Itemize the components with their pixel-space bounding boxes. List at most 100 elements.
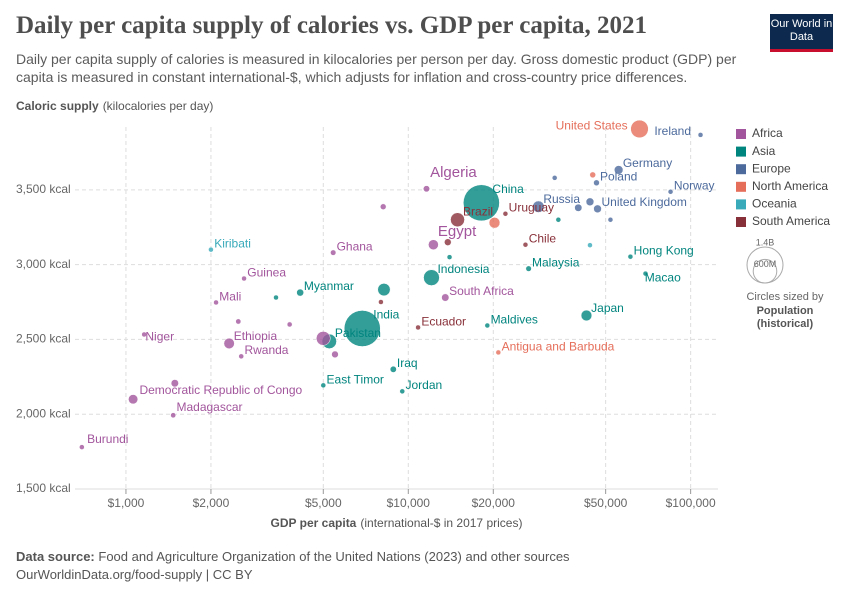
point-label: Iraq [397, 356, 418, 370]
point-label: Algeria [430, 164, 477, 181]
point-label: Maldives [491, 312, 538, 326]
data-point [627, 253, 634, 260]
data-point [495, 349, 502, 356]
legend-label: Oceania [752, 197, 797, 211]
y-axis-label-bold: Caloric supply [16, 99, 99, 113]
data-point [208, 246, 214, 253]
point-label: Burundi [87, 432, 128, 446]
data-point [488, 217, 501, 229]
data-point [484, 322, 491, 329]
point-label: Macao [645, 271, 681, 285]
size-legend-label: 1.4B [756, 237, 775, 247]
y-tick-label: 3,500 kcal [16, 182, 71, 196]
data-point [525, 265, 532, 272]
point-label: Kiribati [214, 237, 251, 251]
point-label: Indonesia [437, 262, 489, 276]
y-tick-label: 2,500 kcal [16, 332, 71, 346]
point-label: Japan [591, 301, 624, 315]
point-label: China [492, 182, 524, 196]
title: Daily per capita supply of calories vs. … [16, 12, 648, 39]
legend-label: Asia [752, 144, 776, 158]
point-label: Madagascar [176, 400, 242, 414]
logo[interactable]: Our World in Data [770, 14, 833, 52]
data-point [551, 175, 558, 181]
point-label: Democratic Republic of Congo [139, 383, 302, 397]
data-point [555, 216, 562, 223]
size-legend-variable: Population [757, 305, 814, 317]
data-point [446, 254, 453, 260]
y-axis-label-rest: (kilocalories per day) [103, 99, 214, 113]
y-tick-label: 3,000 kcal [16, 257, 71, 271]
data-point [630, 119, 649, 139]
point-label: Uruguay [509, 201, 554, 215]
point-label: South Africa [449, 284, 514, 298]
data-point [580, 309, 593, 322]
data-point [389, 365, 397, 373]
point-label: Hong Kong [634, 244, 694, 258]
x-axis-label: GDP per capita (international-$ in 2017 p… [271, 516, 523, 530]
point-label: Antigua and Barbuda [502, 339, 615, 353]
y-axis-label: Caloric supply (kilocalories per day) [16, 99, 213, 113]
point-label: Rwanda [244, 343, 288, 357]
data-point [331, 350, 339, 359]
point-label: East Timor [327, 372, 384, 386]
data-point [296, 288, 304, 297]
data-point [378, 299, 384, 305]
point-label: Malaysia [532, 255, 580, 269]
data-point [170, 379, 179, 388]
data-point [450, 212, 465, 228]
data-point [667, 189, 674, 195]
data-point [320, 382, 327, 389]
data-point [463, 184, 500, 222]
data-point [587, 242, 593, 248]
data-point [316, 331, 331, 346]
data-point [343, 310, 381, 347]
data-point [238, 353, 244, 360]
point-label: Ireland [654, 124, 691, 138]
legend-swatch [736, 164, 746, 175]
data-point [593, 179, 600, 187]
data-point [585, 197, 595, 206]
x-tick-label: $20,000 [472, 496, 516, 510]
data-point [241, 275, 247, 282]
data-point [330, 249, 337, 256]
data-point [286, 321, 293, 328]
point-label: United States [556, 119, 628, 133]
point-label: Niger [145, 329, 174, 343]
data-point [444, 238, 452, 246]
data-point [522, 241, 529, 248]
data-point [128, 394, 139, 405]
data-point [428, 239, 439, 250]
data-point [235, 318, 242, 325]
source-label: Data source: [16, 549, 95, 564]
data-point [697, 132, 704, 138]
size-legend-title: Circles sized by [746, 291, 824, 303]
data-point [141, 331, 147, 338]
source-text: Food and Agriculture Organization of the… [98, 549, 570, 564]
legend-label: South America [752, 214, 830, 228]
size-legend-label: 600M [754, 259, 777, 269]
subtitle: Daily per capita supply of calories is m… [16, 51, 737, 85]
x-tick-label: $50,000 [584, 496, 628, 510]
data-point [614, 165, 624, 175]
data-point [380, 203, 387, 210]
data-point [574, 203, 583, 212]
point-label: Brazil [463, 204, 493, 218]
point-label: Chile [529, 232, 557, 246]
data-point [532, 200, 545, 213]
data-point [607, 216, 614, 223]
point-label: Guinea [247, 265, 286, 279]
point-label: United Kingdom [602, 195, 687, 209]
legend-swatch [736, 217, 746, 227]
y-tick-label: 1,500 kcal [16, 481, 71, 495]
link[interactable]: OurWorldinData.org/food-supply | CC BY [16, 567, 253, 582]
data-point [593, 204, 602, 214]
x-tick-label: $5,000 [305, 496, 342, 510]
legend-swatch [736, 181, 746, 192]
data-point [415, 324, 421, 331]
x-axis-label-rest: (international-$ in 2017 prices) [360, 516, 522, 530]
x-tick-label: $100,000 [666, 496, 716, 510]
footer: Data source: Food and Agriculture Organi… [16, 548, 570, 584]
data-point [589, 171, 596, 179]
data-point [170, 412, 177, 419]
